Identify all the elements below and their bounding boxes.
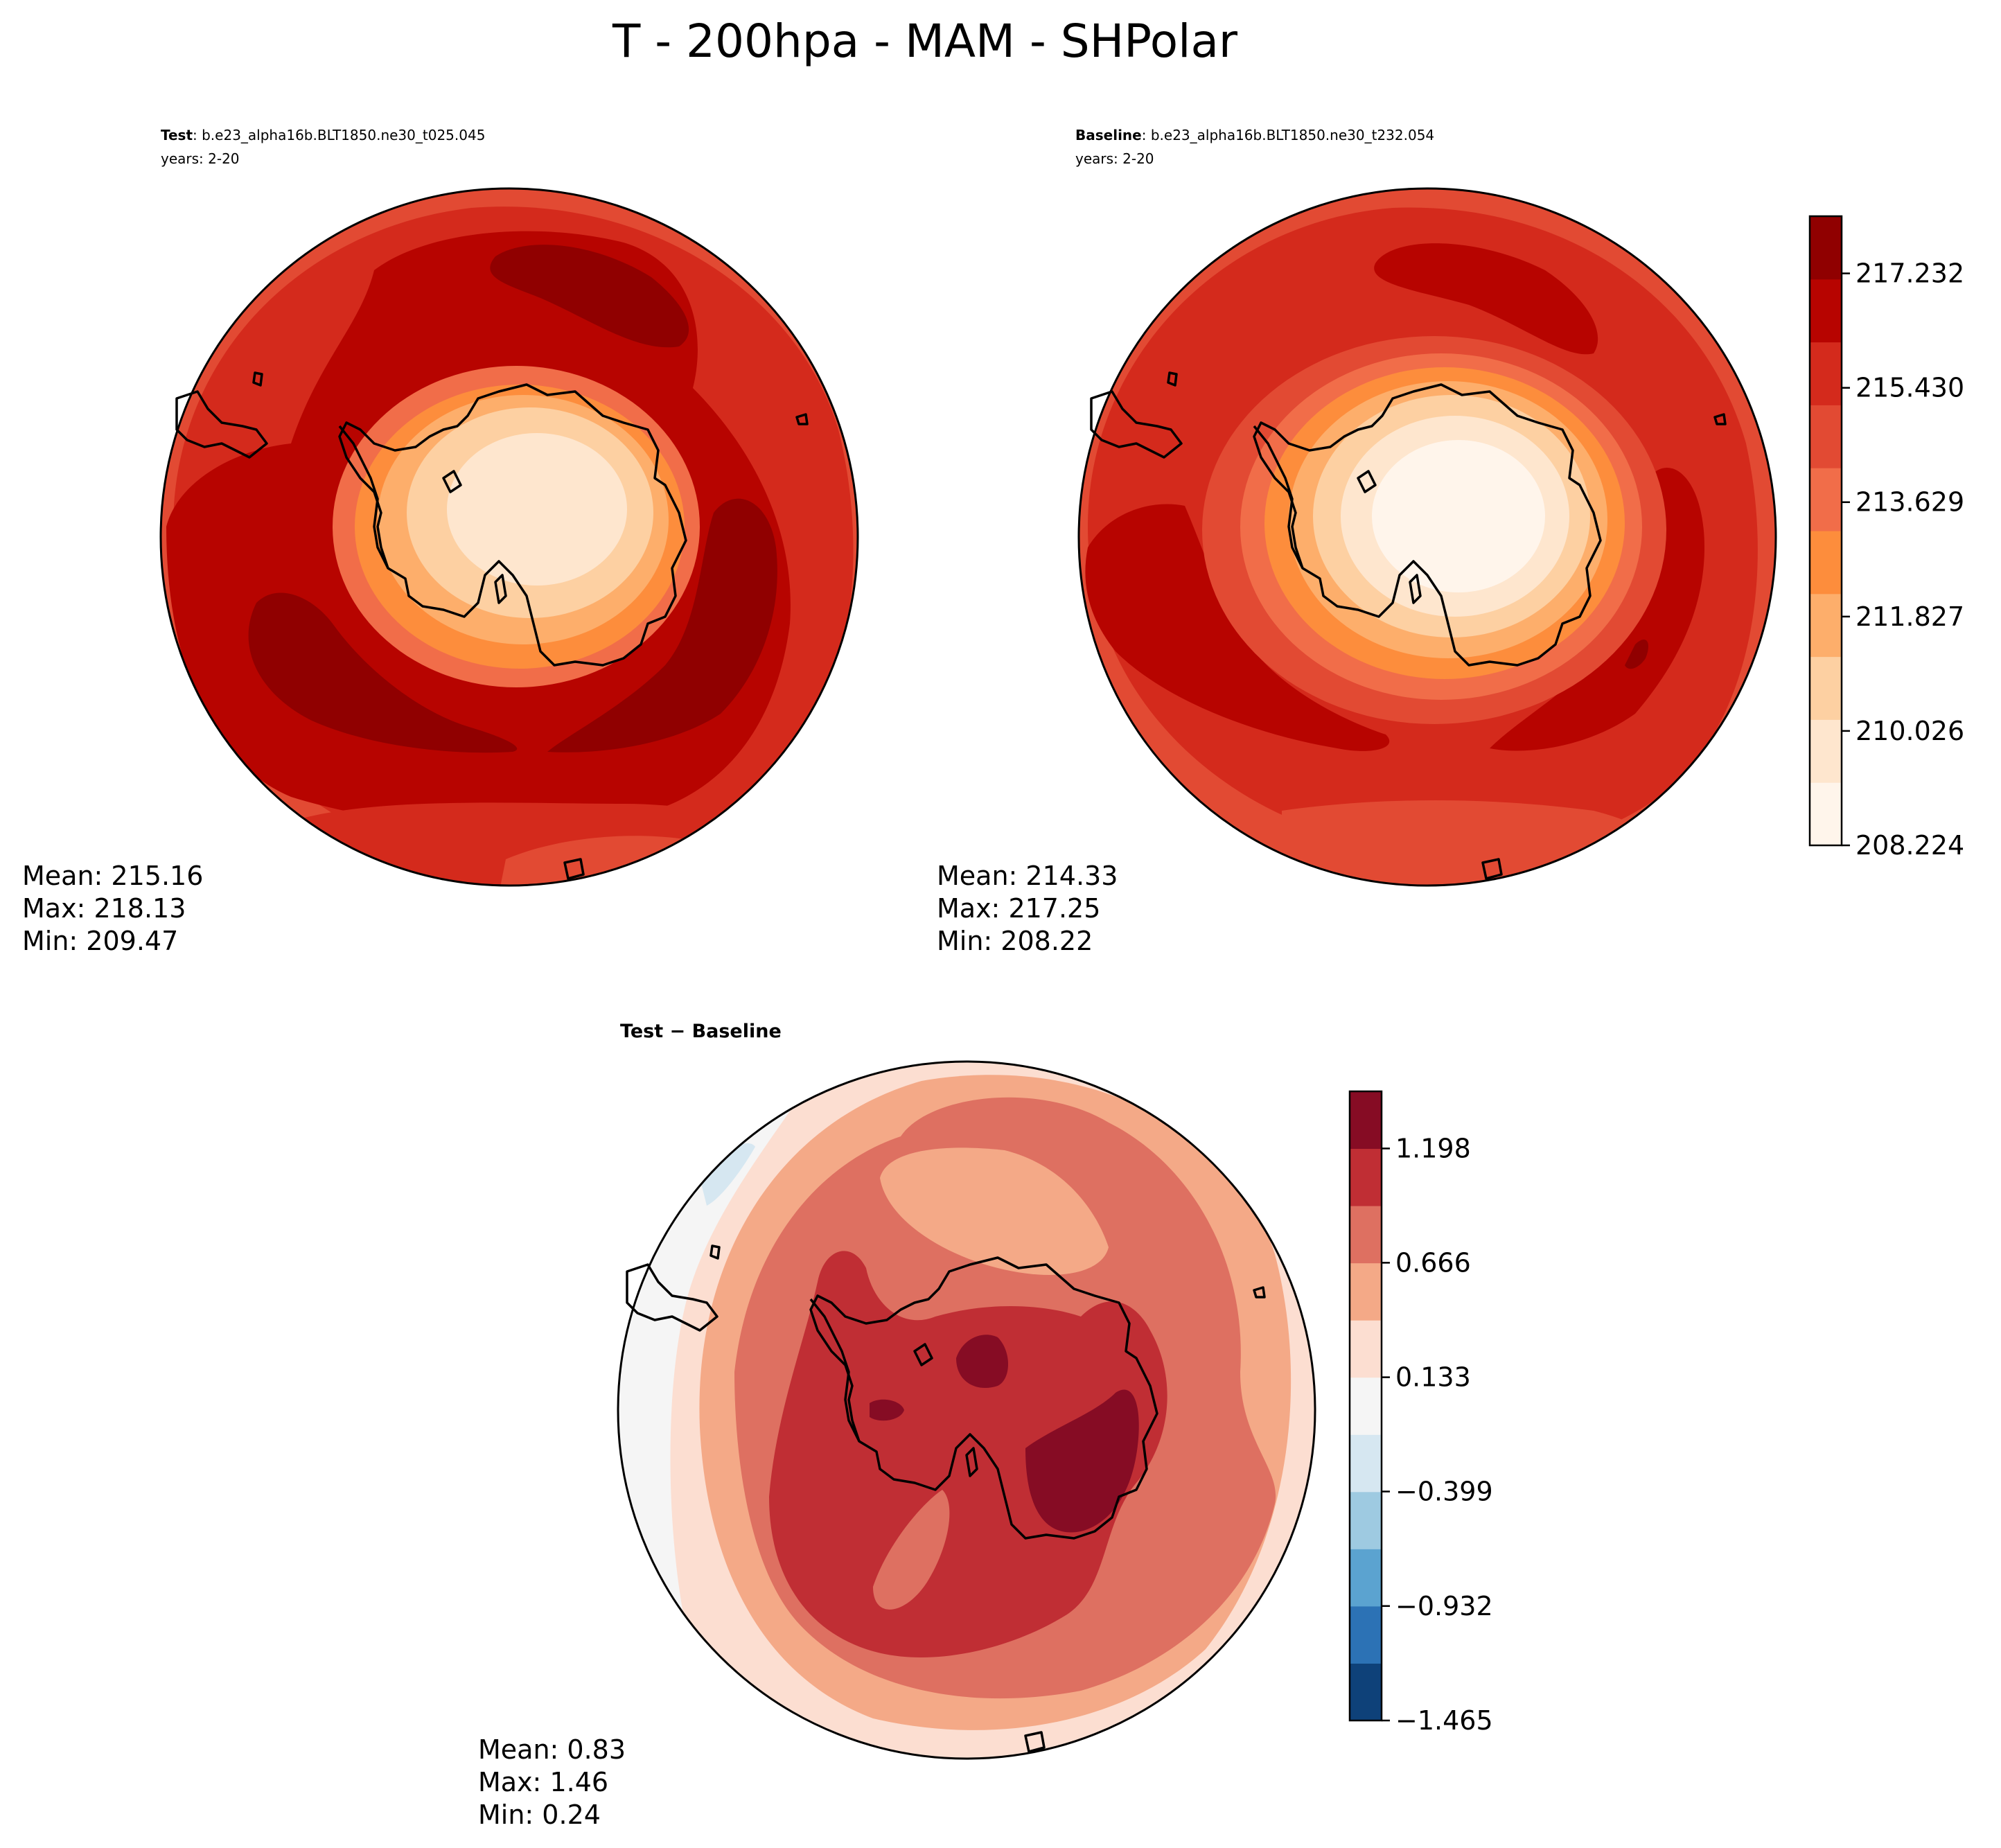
diff-label-a: Test	[620, 1021, 663, 1042]
abs-colorbar-segment	[1810, 342, 1842, 405]
test-warm-spot-right	[547, 498, 777, 753]
test-min: Min: 209.47	[22, 926, 178, 956]
diff-colorbar-segment	[1350, 1434, 1382, 1493]
diff-coastline	[626, 1244, 1266, 1753]
diff-stats: Mean: 0.83 Max: 1.46 Min: 0.24	[478, 1734, 626, 1830]
diff-colorbar-segment	[1350, 1605, 1382, 1664]
diff-header: Test − Baseline	[620, 1021, 782, 1042]
diff-colorbar-segment	[1350, 1377, 1382, 1435]
diff-colorbar-tick-label: −0.399	[1395, 1477, 1493, 1507]
figure-title: T - 200hpa - MAM - SHPolar	[612, 15, 1238, 68]
baseline-coastline	[1090, 371, 1727, 880]
diff-light-lobe	[880, 1147, 1109, 1275]
colorbar-absolute: 208.224 210.026 211.827 213.629 215.430 217.2…	[1808, 215, 1964, 861]
diff-max-1	[956, 1335, 1008, 1389]
abs-colorbar-segment	[1810, 279, 1842, 343]
diff-colorbar-segment	[1350, 1549, 1382, 1607]
diff-minus-sign: −	[663, 1021, 691, 1042]
diff-colorbar-segment	[1350, 1262, 1382, 1321]
diff-map	[618, 1062, 1315, 1759]
test-max: Max: 218.13	[22, 893, 186, 924]
baseline-case-name: : b.e23_alpha16b.BLT1850.ne30_t232.054	[1142, 127, 1434, 143]
baseline-warm-band-top	[1374, 243, 1598, 355]
abs-colorbar-tick-label: 208.224	[1855, 830, 1964, 861]
baseline-min: Min: 208.22	[937, 926, 1093, 956]
baseline-stats: Mean: 214.33 Max: 217.25 Min: 208.22	[937, 861, 1118, 956]
baseline-max: Max: 217.25	[937, 893, 1100, 924]
baseline-header: Baseline: b.e23_alpha16b.BLT1850.ne30_t2…	[1075, 127, 1434, 143]
abs-colorbar-tick-label: 213.629	[1855, 487, 1964, 518]
diff-max-2	[870, 1399, 904, 1421]
baseline-mean: Mean: 214.33	[937, 861, 1118, 891]
diff-blue-spot	[700, 1143, 755, 1206]
abs-colorbar-segment	[1810, 216, 1842, 280]
test-warm-spot-top	[490, 245, 689, 348]
diff-colorbar-segment	[1350, 1148, 1382, 1206]
diff-colorbar-segment	[1350, 1091, 1382, 1150]
diff-max-3	[1025, 1389, 1139, 1533]
diff-mid-lobe	[873, 1490, 950, 1610]
test-label: Test	[161, 127, 193, 143]
abs-colorbar-tick-label: 217.232	[1855, 258, 1964, 289]
diff-max: Max: 1.46	[478, 1767, 608, 1797]
diff-colorbar-segment	[1350, 1663, 1382, 1721]
baseline-ring-6	[1372, 440, 1545, 592]
colorbar-difference: −1.465 −0.932 −0.399 0.133 0.666 1.198	[1348, 1090, 1493, 1736]
test-warm-spot-left	[248, 592, 518, 753]
test-header: Test: b.e23_alpha16b.BLT1850.ne30_t025.0…	[161, 127, 485, 143]
diff-colorbar-tick-label: −0.932	[1395, 1591, 1493, 1621]
baseline-map	[1079, 188, 1776, 886]
diff-colorbar-tick-label: −1.465	[1395, 1705, 1493, 1736]
abs-colorbar-frame	[1808, 215, 1843, 847]
baseline-spot	[1625, 639, 1649, 669]
test-map-border	[159, 187, 859, 887]
abs-colorbar-segment	[1810, 468, 1842, 531]
abs-colorbar-segment	[1810, 405, 1842, 468]
test-ring-5	[447, 433, 627, 586]
diff-colorbar-segment	[1350, 1491, 1382, 1549]
abs-colorbar-segment	[1810, 719, 1842, 783]
baseline-years: years: 2-20	[1075, 150, 1154, 167]
diff-mean: Mean: 0.83	[478, 1734, 626, 1765]
abs-colorbar-tick-label: 215.430	[1855, 373, 1964, 403]
diff-colorbar-segment	[1350, 1320, 1382, 1378]
test-case-name: : b.e23_alpha16b.BLT1850.ne30_t025.045	[193, 127, 485, 143]
test-stats: Mean: 215.16 Max: 218.13 Min: 209.47	[22, 861, 203, 956]
diff-label-b: Baseline	[692, 1021, 782, 1042]
test-years: years: 2-20	[161, 150, 240, 167]
test-coastline	[175, 371, 809, 880]
abs-colorbar-segment	[1810, 782, 1842, 846]
diff-min: Min: 0.24	[478, 1799, 601, 1830]
diff-map-border	[617, 1060, 1316, 1760]
baseline-label: Baseline	[1075, 127, 1142, 143]
diff-colorbar-tick-label: 0.133	[1395, 1362, 1471, 1393]
abs-colorbar-tick-label: 211.827	[1855, 601, 1964, 632]
test-mean: Mean: 215.16	[22, 861, 203, 891]
diff-colorbar-frame	[1348, 1090, 1383, 1722]
diff-colorbar-segment	[1350, 1206, 1382, 1264]
abs-colorbar-tick-label: 210.026	[1855, 716, 1964, 746]
abs-colorbar-segment	[1810, 593, 1842, 658]
baseline-map-border	[1077, 187, 1777, 887]
test-map	[161, 188, 858, 886]
diff-colorbar-tick-label: 0.666	[1395, 1247, 1471, 1278]
diff-colorbar-tick-label: 1.198	[1395, 1133, 1471, 1163]
abs-colorbar-segment	[1810, 656, 1842, 720]
abs-colorbar-segment	[1810, 531, 1842, 595]
